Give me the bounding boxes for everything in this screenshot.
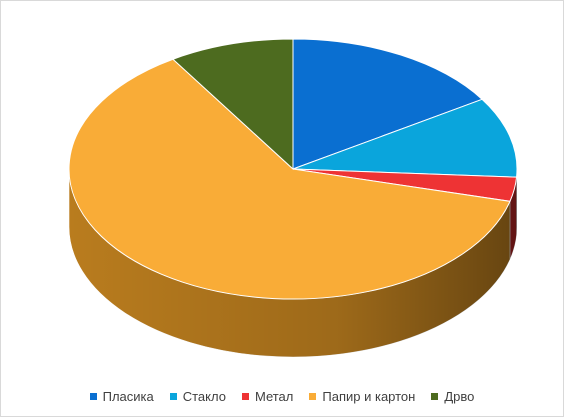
legend: Пласика Стакло Метал Папир и картон Дрво [1,389,563,404]
legend-label: Метал [255,389,293,404]
legend-item-papir-karton: Папир и картон [309,389,415,404]
legend-item-drvo: Дрво [431,389,474,404]
legend-label: Дрво [444,389,474,404]
legend-label: Папир и картон [322,389,415,404]
legend-swatch [90,393,97,400]
legend-swatch [170,393,177,400]
legend-item-plasika: Пласика [90,389,154,404]
legend-label: Стакло [183,389,226,404]
legend-item-metal: Метал [242,389,293,404]
legend-swatch [242,393,249,400]
legend-swatch [309,393,316,400]
legend-label: Пласика [103,389,154,404]
pie-top [69,39,517,299]
legend-item-staklo: Стакло [170,389,226,404]
legend-swatch [431,393,438,400]
